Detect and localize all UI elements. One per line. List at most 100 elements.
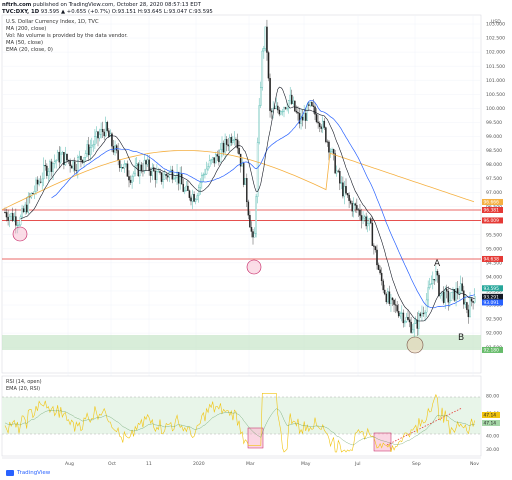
indicator-ma50[interactable]: MA (50, close) <box>6 40 43 46</box>
candle-body <box>140 164 143 171</box>
candle-body <box>213 157 215 164</box>
candle-body <box>317 121 319 124</box>
candle-body <box>230 137 233 143</box>
indicator-ma200[interactable]: MA (200, close) <box>6 26 47 32</box>
candle-body <box>188 190 191 198</box>
rsi-axis-label: 80.00 <box>486 394 499 400</box>
candle-body <box>289 94 291 101</box>
candle-body <box>467 309 470 318</box>
candle-body <box>346 193 349 196</box>
candle-body <box>371 222 374 246</box>
candle-body <box>159 171 161 173</box>
price-axis-label: 102.500 <box>486 36 505 42</box>
candle-body <box>236 139 239 149</box>
candle-body <box>269 78 271 111</box>
candle-body <box>224 139 226 153</box>
candle-body <box>413 323 415 331</box>
time-axis[interactable]: Aug Oct 11 2020 Mar May Jul Sep Nov <box>65 461 479 467</box>
indicator-ema20[interactable]: EMA (20, close, 0) <box>6 47 53 53</box>
candle-body <box>63 152 65 165</box>
price-tag-text: 96.666 <box>484 200 500 206</box>
candle-body <box>149 170 152 176</box>
candle-body <box>464 302 467 305</box>
candle-body <box>376 249 378 266</box>
candle-body <box>264 26 267 49</box>
candle-body <box>337 170 339 172</box>
candle-body <box>435 271 437 281</box>
candle-body <box>176 171 178 178</box>
candle-body <box>153 167 155 172</box>
time-axis-label: Mar <box>246 461 255 467</box>
candle-body <box>50 161 53 172</box>
candle-body <box>433 279 436 281</box>
candle-body <box>444 289 446 303</box>
candle-body <box>334 153 336 174</box>
candle-body <box>439 293 442 297</box>
candle-body <box>331 149 333 152</box>
candle-body <box>199 182 202 188</box>
candle-body <box>184 189 186 192</box>
candle-body <box>210 159 212 161</box>
candle-body <box>151 167 153 176</box>
rsi-title[interactable]: RSI (14, open) <box>6 379 42 385</box>
publisher-name[interactable]: nftrh.com <box>2 2 32 8</box>
candle-body <box>436 271 439 276</box>
candle-body <box>300 116 302 124</box>
footer[interactable]: TradingView <box>6 470 50 476</box>
candle-body <box>32 193 34 195</box>
candle-body <box>461 283 463 291</box>
price-axis-label: 94.500 <box>486 260 502 266</box>
price-axis-label: 93.000 <box>486 303 502 309</box>
candle-body <box>146 159 149 165</box>
candle-body <box>442 291 445 303</box>
candle-body <box>422 312 425 315</box>
indicator-vol[interactable]: Vol: No volume is provided by the data v… <box>6 33 128 39</box>
candle-body <box>120 167 123 169</box>
rsi-tag-text: 47.14 <box>484 413 497 419</box>
price-tag-text: 93.091 <box>484 300 500 306</box>
price-tag <box>482 285 503 292</box>
candle-body <box>148 159 150 172</box>
candle-body <box>383 289 386 295</box>
candle-body <box>402 312 405 324</box>
candle-body <box>259 87 262 106</box>
rsi-ema-title[interactable]: EMA (20, RSI) <box>6 386 41 392</box>
candle-body <box>424 312 426 315</box>
candle-body <box>323 120 326 128</box>
candle-body <box>445 289 448 292</box>
candle-body <box>246 178 248 203</box>
symbol-name: TVC:DXY, 1D <box>2 9 40 15</box>
candle-body <box>405 317 408 322</box>
candle-body <box>315 114 318 123</box>
candle-body <box>108 130 110 137</box>
candle-body <box>473 295 476 303</box>
rsi-line <box>4 392 475 453</box>
candle-body <box>15 216 17 226</box>
candle-body <box>466 302 468 310</box>
candle-body <box>326 141 329 143</box>
candle-body <box>160 172 163 182</box>
candle-body <box>374 246 377 251</box>
candle-body <box>21 208 23 218</box>
candle-body <box>421 312 423 317</box>
price-tag-text: 93.595 <box>484 286 500 292</box>
candle-body <box>44 165 47 167</box>
candle-body <box>241 163 243 167</box>
candle-body <box>267 52 270 79</box>
candle-body <box>219 149 222 163</box>
candle-body <box>81 159 84 163</box>
candle-body <box>455 288 457 301</box>
highlight-circle <box>12 226 28 242</box>
candle-body <box>370 218 372 224</box>
price-tag <box>482 346 503 353</box>
candle-body <box>311 102 313 106</box>
candle-body <box>256 142 259 197</box>
candle-body <box>419 313 422 317</box>
rsi-band <box>2 397 481 434</box>
price-axis-label: 97.000 <box>486 190 502 196</box>
candle-body <box>135 163 138 167</box>
candle-body <box>250 227 253 232</box>
candle-body <box>193 194 195 202</box>
price-tag-text: 96.381 <box>484 208 500 214</box>
